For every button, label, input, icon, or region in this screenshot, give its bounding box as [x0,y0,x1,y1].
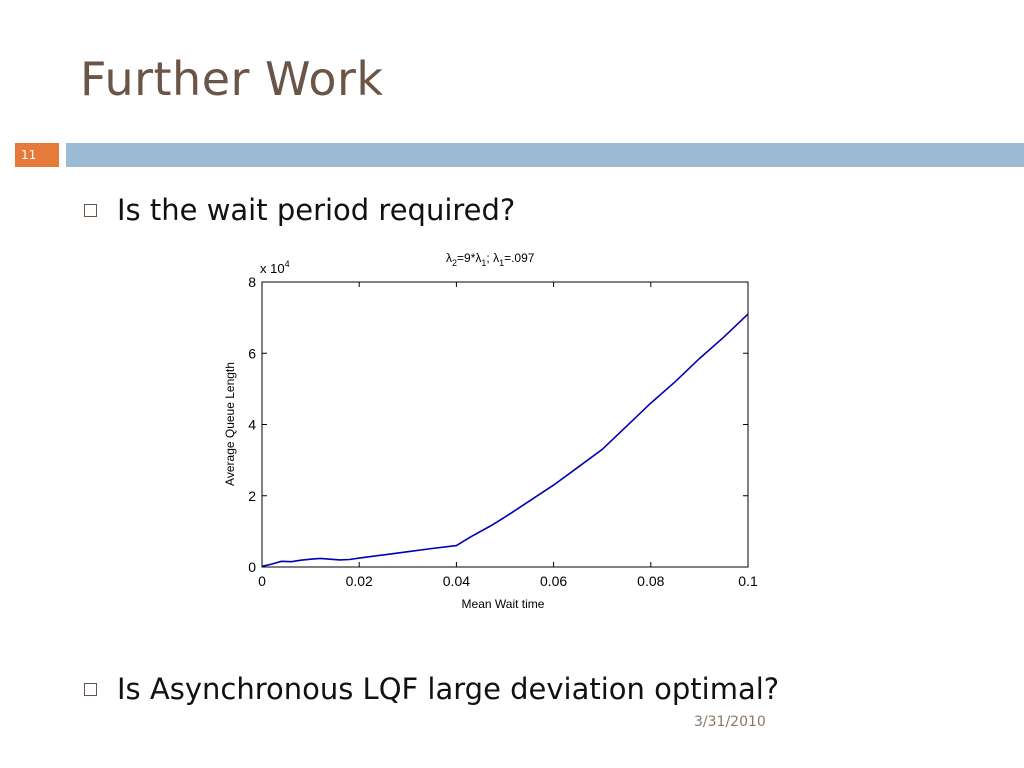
chart-title: λ2=9*λ1; λ1=.097 [446,251,535,268]
chart-axes [261,281,749,568]
y-multiplier-label: x 104 [260,259,290,276]
chart-series [261,313,749,568]
x-tick-label: 0.04 [443,573,470,589]
y-tick-label: 2 [248,488,256,504]
header-band [66,143,1024,167]
bullet-item-2: Is Asynchronous LQF large deviation opti… [84,672,779,706]
bullet-text: Is Asynchronous LQF large deviation opti… [117,672,780,706]
slide-title: Further Work [80,52,384,106]
x-tick-label: 0.02 [346,573,373,589]
bullet-text: Is the wait period required? [117,193,516,227]
slide-number-badge: 11 [15,143,59,167]
square-bullet-icon [84,682,97,696]
x-tick-label: 0 [258,573,266,589]
y-tick-label: 4 [248,417,256,433]
x-tick-label: 0.06 [540,573,567,589]
series-line [261,313,749,568]
x-tick-label: 0.08 [637,573,664,589]
y-tick-label: 8 [248,274,256,290]
square-bullet-icon [84,203,97,217]
y-tick-label: 0 [248,559,256,575]
queue-length-chart: λ2=9*λ1; λ1=.097 x 104 Average Queue Len… [223,251,758,611]
x-axis-label: Mean Wait time [462,597,545,611]
bullet-item-1: Is the wait period required? [84,193,515,227]
slide-date: 3/31/2010 [694,714,766,730]
y-axis-label: Average Queue Length [223,362,237,486]
chart-ticks: 0 0.02 0.04 0.06 0.08 0.1 0 2 4 6 8 [248,274,758,589]
plot-frame [261,281,749,568]
y-tick-label: 6 [248,345,256,361]
x-tick-label: 0.1 [738,573,758,589]
